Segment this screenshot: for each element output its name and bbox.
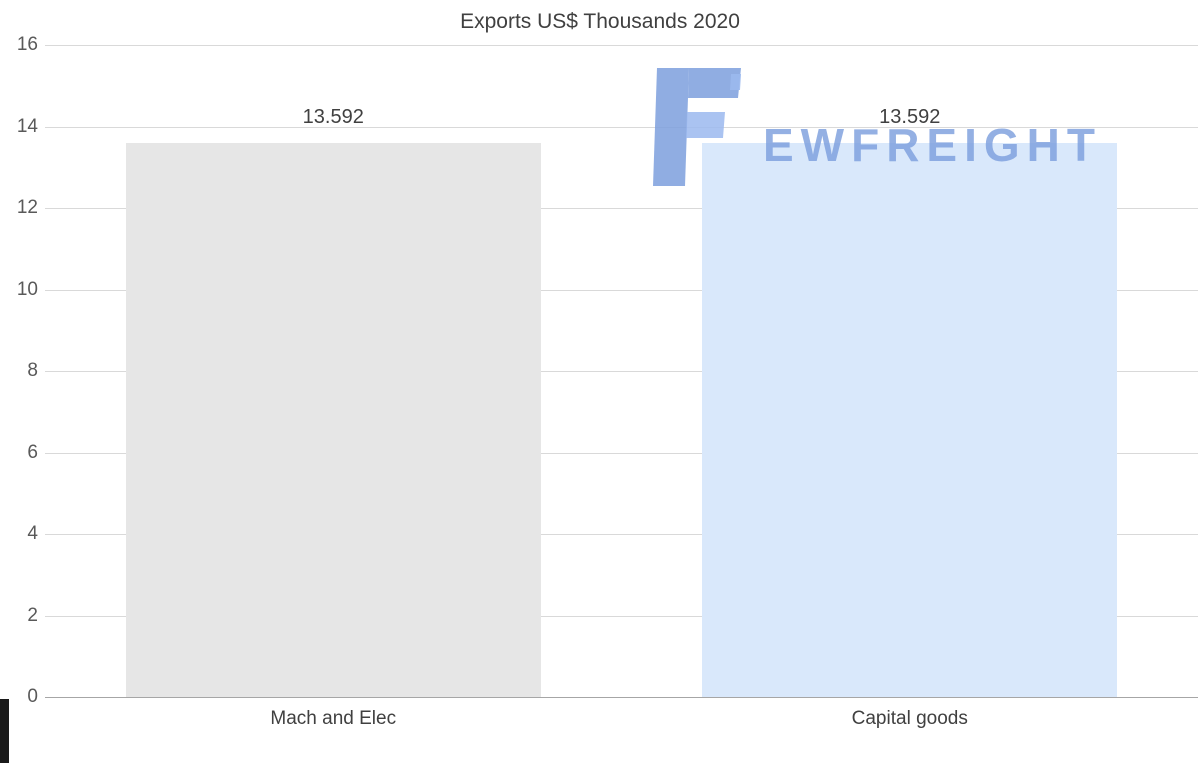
x-category-label: Mach and Elec [270,708,397,729]
gridline [45,289,1198,291]
corner-mark [0,699,9,763]
gridline [45,534,1198,535]
gridline [45,45,1198,46]
y-tick-label: 6 [27,441,38,463]
gridline [45,208,1198,209]
gridline [45,126,1198,128]
bar-capital-goods [702,143,1118,697]
bar-value-label: 13.592 [302,106,364,129]
gridline [45,452,1198,454]
y-tick-label: 14 [16,115,38,137]
chart-title: Exports US$ Thousands 2020 [460,10,740,33]
y-tick-label: 4 [27,523,38,544]
y-tick-label: 10 [16,278,38,300]
y-tick-label: 0 [27,686,38,707]
y-tick-label: 8 [27,360,38,381]
bar-mach-and-elec [125,143,541,697]
gridline [45,615,1198,617]
y-tick-label: 16 [16,34,38,55]
x-category-label: Capital goods [851,708,968,729]
y-tick-label: 12 [16,197,38,218]
y-tick-label: 2 [27,604,38,626]
bar-value-label: 13.592 [879,106,941,129]
gridline [45,371,1198,372]
x-axis-line [45,697,1198,698]
